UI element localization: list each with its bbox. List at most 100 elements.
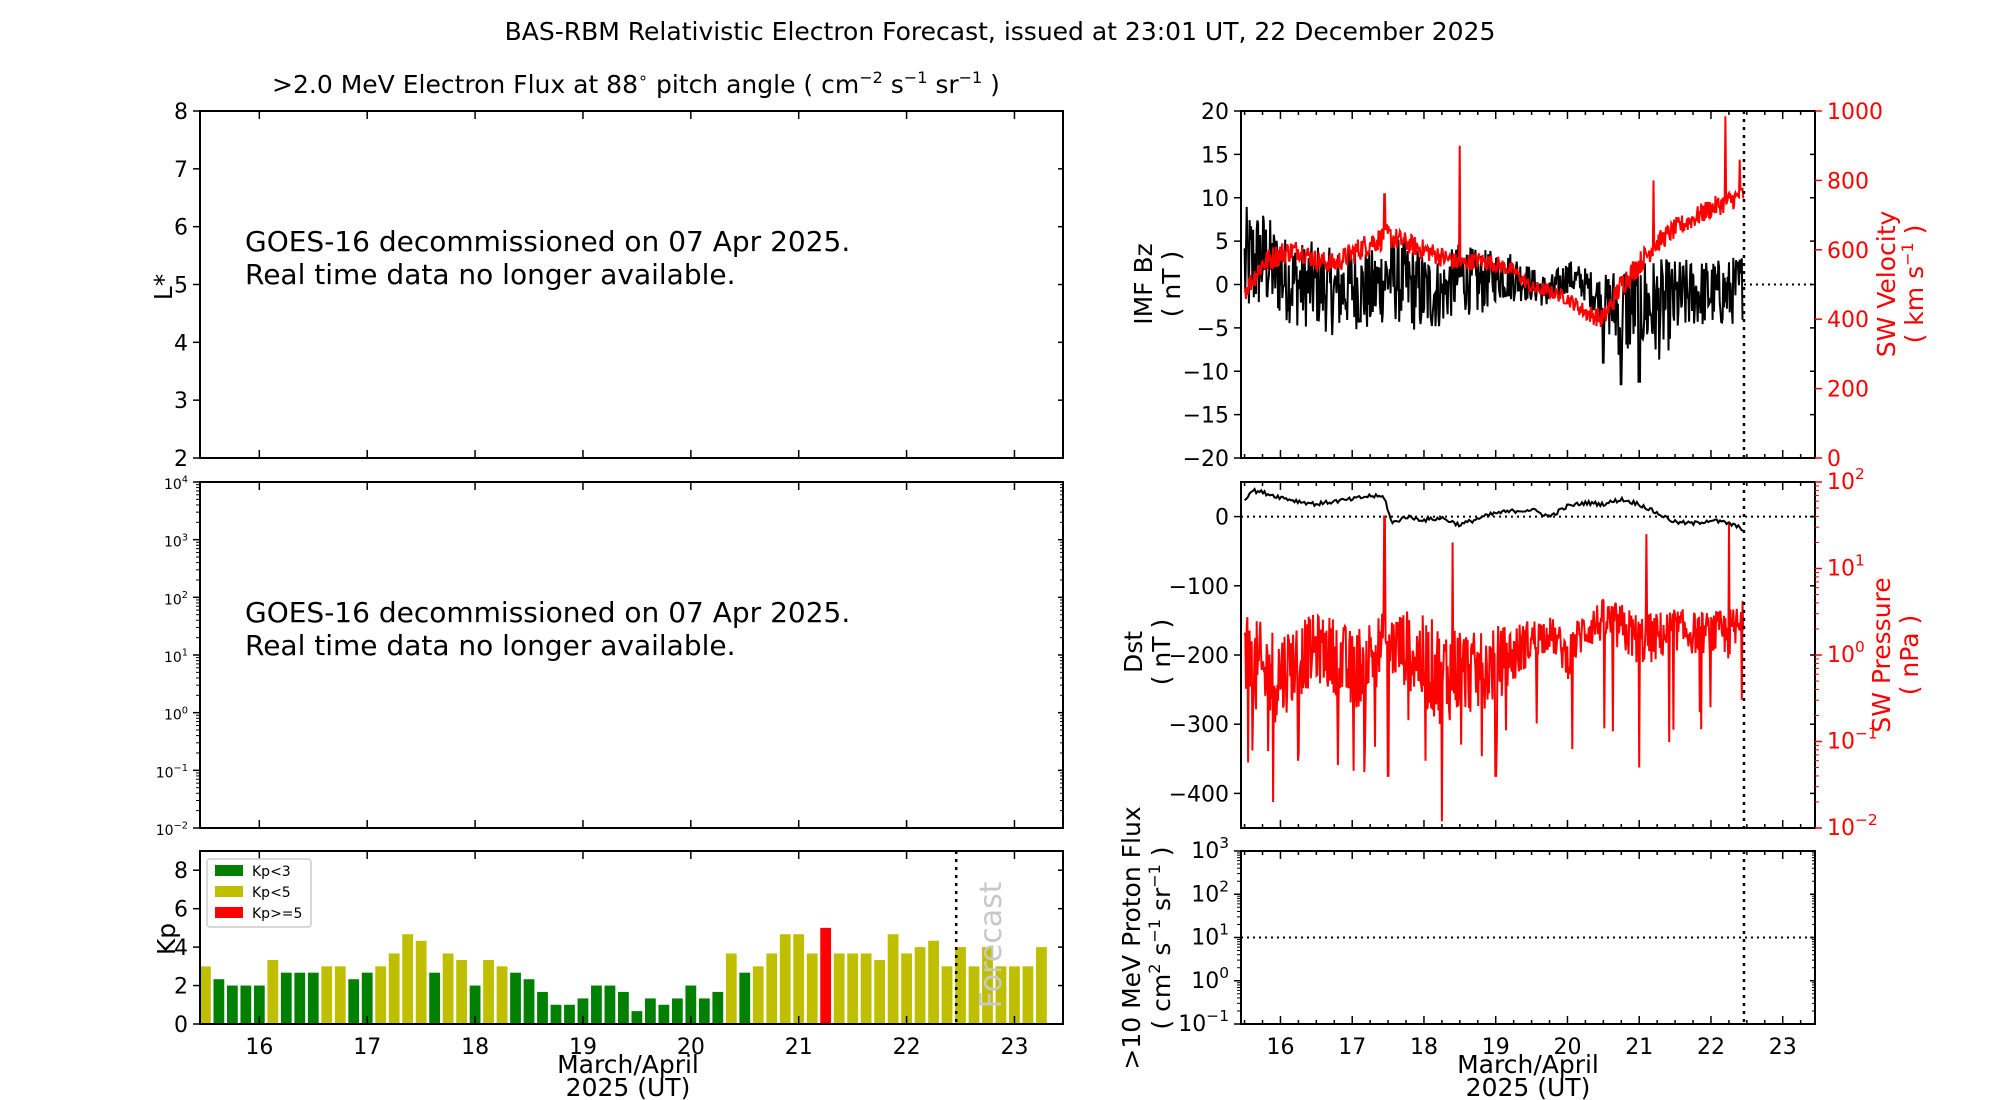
y-tick-label: 0: [174, 1013, 188, 1038]
kp-bar: [307, 972, 319, 1024]
y-tick-label: 2: [174, 447, 188, 472]
flux-lstar-message-line1: GOES-16 decommissioned on 07 Apr 2025.: [245, 225, 850, 258]
kp-legend-label-high: Kp>=5: [252, 906, 302, 922]
kp-bar: [766, 953, 778, 1024]
y2-tick-label: 1000: [1827, 100, 1883, 125]
y-tick-label: −5: [1197, 317, 1229, 342]
y2-tick-label: 0: [1827, 447, 1841, 472]
kp-bar: [955, 947, 966, 1024]
y-tick-label: 104: [164, 475, 188, 493]
kp-bar: [1009, 966, 1020, 1024]
kp-bar: [1036, 947, 1047, 1024]
y2-tick-label: 10−1: [1827, 725, 1878, 755]
kp-xlabel-line1: March/April: [557, 1050, 699, 1079]
y-tick-label: 8: [174, 859, 188, 884]
y-tick-label: 8: [174, 100, 188, 125]
flux-log-message-line2: Real time data no longer available.: [245, 629, 736, 662]
kp-xlabel-line2: 2025 (UT): [566, 1073, 691, 1100]
y-tick-label: 101: [164, 648, 188, 666]
flux-log-panel: 104 103 102 101 100 10−1 10−2 GOES-16 decommis…: [156, 475, 1064, 839]
dst-pressure-lines: [1241, 487, 1815, 822]
kp-bar: [550, 1004, 562, 1024]
y-tick-label: 103: [164, 532, 188, 550]
sw-pressure-line: [1243, 515, 1745, 822]
kp-bar: [860, 953, 872, 1024]
figure-title: BAS-RBM Relativistic Electron Forecast, …: [505, 17, 1496, 46]
kp-legend-swatch-low: [215, 865, 243, 876]
kp-bar: [618, 991, 629, 1024]
kp-bar: [591, 985, 602, 1024]
kp-bar: [833, 953, 845, 1024]
x-tick-label: 20: [677, 1035, 705, 1060]
sw-pressure-ylabel-line2: ( nPa ): [1895, 615, 1924, 696]
sw-pressure-ylabel-line1: SW Pressure: [1867, 577, 1896, 732]
kp-bar: [685, 985, 697, 1024]
kp-bar: [739, 972, 751, 1024]
kp-bar: [483, 959, 494, 1024]
kp-bar: [644, 998, 656, 1024]
dst-line: [1243, 487, 1744, 532]
flux-lstar-ylabel: L*: [149, 274, 178, 300]
x-tick-label: 21: [785, 1035, 813, 1060]
y-tick-label: 102: [164, 590, 188, 608]
kp-bar: [388, 953, 400, 1024]
y-tick-label: 7: [174, 158, 188, 183]
flux-lstar-xticks: [258, 111, 1016, 458]
kp-bar: [469, 985, 481, 1024]
y-tick-label: 100: [164, 705, 188, 723]
x-tick-label: 18: [1410, 1035, 1438, 1060]
kp-legend: Kp<3 Kp<5 Kp>=5: [206, 858, 312, 928]
kp-bar: [820, 927, 832, 1024]
kp-bar: [968, 966, 980, 1024]
kp-bar: [213, 979, 225, 1024]
imf-ylabel-line1: IMF Bz: [1129, 243, 1158, 325]
kp-bar: [253, 985, 265, 1024]
kp-bar: [496, 966, 508, 1024]
kp-bar: [456, 959, 467, 1024]
kp-legend-swatch-high: [215, 907, 243, 918]
kp-bar: [604, 985, 616, 1024]
kp-bars: [200, 927, 1047, 1024]
y-tick-label: 6: [174, 216, 188, 241]
flux-lstar-message-line2: Real time data no longer available.: [245, 258, 736, 291]
proton-xlabel-line1: March/April: [1457, 1050, 1599, 1079]
kp-bar: [712, 991, 724, 1024]
x-tick-label: 22: [893, 1035, 921, 1060]
x-tick-label: 22: [1697, 1035, 1725, 1060]
kp-bar: [995, 966, 1007, 1024]
sw-velocity-line: [1243, 116, 1745, 328]
y2-tick-label: 200: [1827, 378, 1869, 403]
sw-pressure-yticks: 10−2 10−1 100 101 102: [1815, 465, 1878, 841]
y2-tick-label: 100: [1827, 638, 1865, 668]
kp-bar: [874, 959, 886, 1024]
imf-sw-xticks: [1243, 111, 1802, 458]
y-tick-label: 10−1: [1178, 1007, 1229, 1037]
dst-pressure-xticks: [1243, 482, 1802, 828]
kp-xticks: 16 17 18 19 20 21 22 23: [245, 851, 1028, 1060]
kp-bar: [361, 972, 373, 1024]
y-tick-label: 100: [1191, 964, 1229, 994]
kp-bar: [847, 953, 859, 1024]
kp-ylabel: Kp: [152, 923, 181, 955]
kp-legend-label-low: Kp<3: [252, 864, 291, 880]
kp-bar: [523, 979, 535, 1024]
flux-log-message-line1: GOES-16 decommissioned on 07 Apr 2025.: [245, 596, 850, 629]
y-tick-label: 2: [174, 975, 188, 1000]
x-tick-label: 17: [353, 1035, 381, 1060]
proton-panel: 10−1 100 101 102 103 16 17 18 19 20 21 22 23 >10 Me…: [1117, 806, 1816, 1100]
sw-velocity-yticks: 0 200 400 600 800 1000: [1815, 100, 1883, 472]
y-tick-label: 4: [174, 331, 188, 356]
kp-bar: [564, 1004, 575, 1024]
y2-tick-label: 102: [1827, 465, 1865, 495]
proton-ylabel-line2: ( cm2 s−1 sr−1 ): [1145, 846, 1176, 1029]
y-tick-label: 101: [1191, 921, 1229, 951]
y-tick-label: 10−2: [156, 821, 188, 839]
kp-bar: [901, 953, 912, 1024]
kp-bar: [294, 972, 306, 1024]
kp-bar: [510, 972, 521, 1024]
y-tick-label: −10: [1183, 360, 1229, 385]
kp-axes: [199, 850, 1064, 1025]
dst-ylabel-line1: Dst: [1119, 631, 1148, 673]
kp-bar: [415, 940, 427, 1024]
